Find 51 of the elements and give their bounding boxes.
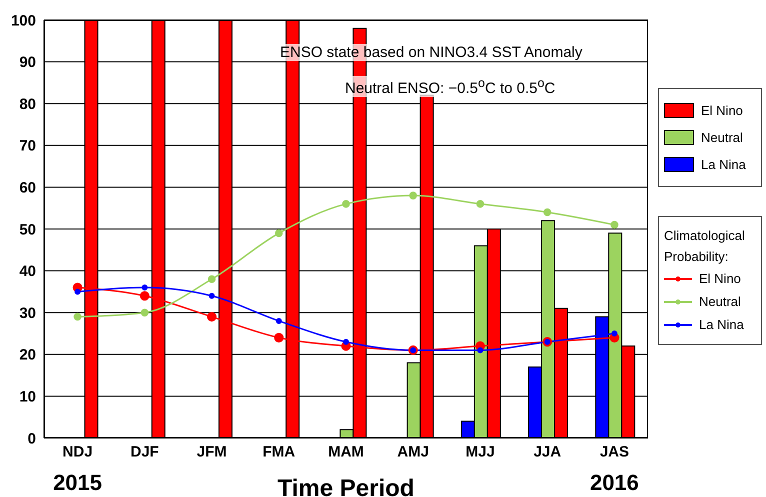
annotation: Neutral ENSO: −0.5$^{o}$C to 0.5$^{o}$C [343, 76, 558, 97]
legend-label: Neutral [701, 130, 743, 145]
point [140, 291, 150, 301]
y-tick-label: 10 [19, 388, 36, 406]
y-tick-label: 40 [19, 263, 36, 280]
x-tick-label: JAS [600, 444, 630, 461]
y-tick-label: 50 [19, 221, 36, 238]
point [274, 229, 283, 238]
point [610, 220, 618, 229]
point [206, 312, 217, 322]
point [142, 284, 148, 291]
y-tick-label: 80 [19, 96, 36, 113]
legend-label: La Nina [699, 317, 744, 332]
x-tick-label: JJA [534, 444, 562, 461]
legend-label: El Nino [701, 103, 743, 118]
point [140, 308, 149, 316]
legend-label: La Nina [701, 157, 746, 172]
y-tick-label: 100 [10, 12, 36, 30]
text: 2015 [52, 470, 104, 496]
y-tick-label: 0 [28, 430, 36, 448]
x-axis-title: Time Period [278, 475, 414, 497]
point [74, 312, 82, 321]
x-tick-label: MJJ [466, 444, 495, 461]
point [342, 200, 350, 208]
x-tick-label: AMJ [397, 444, 429, 461]
legend-label: El Nino [699, 271, 741, 286]
point [611, 330, 618, 336]
x-tick-label: DJF [130, 444, 159, 461]
point [343, 338, 349, 345]
point [543, 208, 552, 216]
point [208, 292, 215, 299]
x-tick-label: JFM [196, 444, 227, 461]
y-tick-label: 30 [19, 304, 36, 322]
text: 2016 [588, 470, 640, 496]
y-tick-label: 20 [19, 346, 36, 364]
point [274, 332, 284, 342]
y-tick-label: 90 [19, 54, 36, 72]
point [74, 288, 81, 295]
y-tick-label: 60 [19, 180, 36, 197]
legend-title: Climatological Probability: [664, 227, 746, 266]
x-tick-label: FMA [262, 444, 296, 461]
legend-label: Neutral [699, 294, 741, 309]
point [409, 192, 418, 200]
x-tick-label: MAM [328, 444, 364, 461]
point [476, 200, 484, 208]
x-tick-label: NDJ [62, 444, 93, 461]
point [208, 275, 216, 284]
annotation: ENSO state based on NINO3.4 SST Anomaly [278, 44, 584, 61]
y-tick-label: 70 [19, 138, 36, 155]
point [477, 347, 484, 354]
point [276, 318, 282, 324]
